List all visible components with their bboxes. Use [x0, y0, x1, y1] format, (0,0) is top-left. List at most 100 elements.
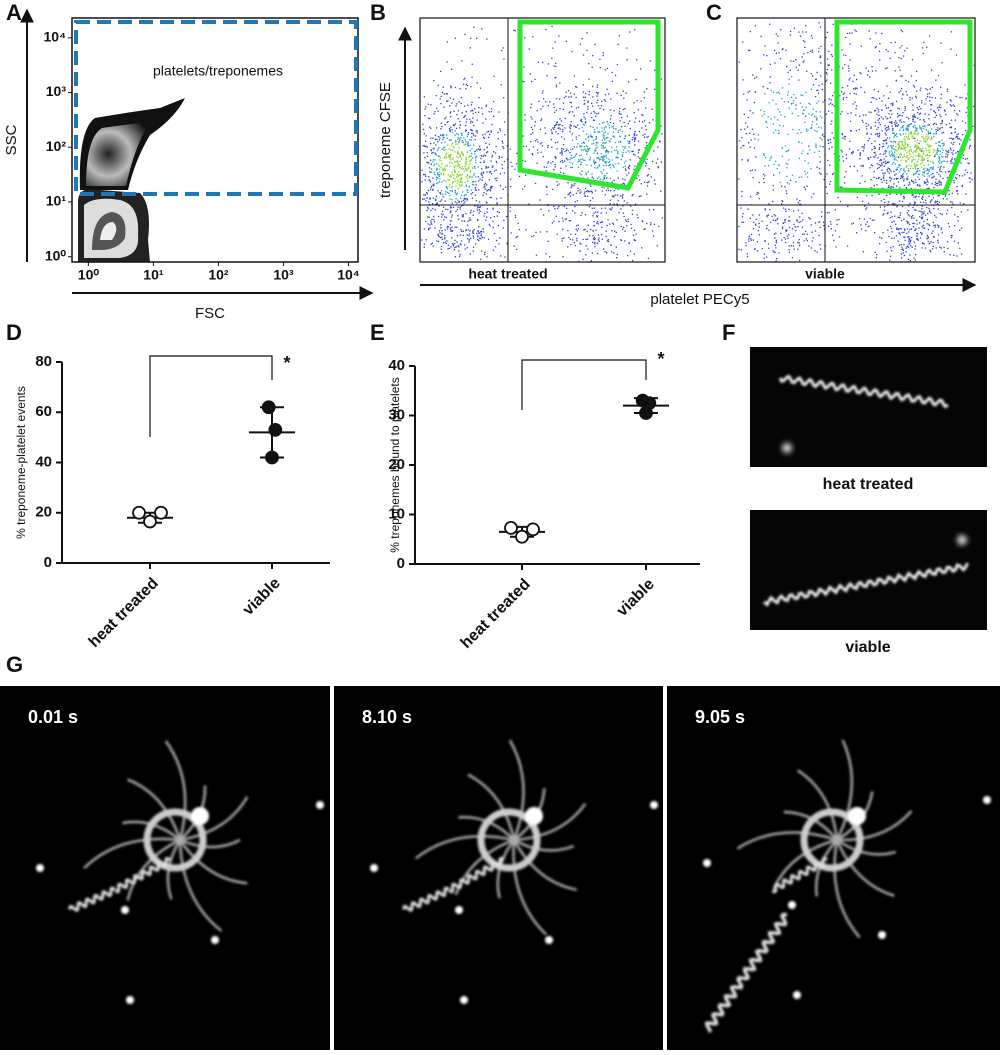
- dot: [448, 154, 450, 156]
- dot: [608, 161, 610, 164]
- dot: [774, 244, 776, 246]
- dot: [898, 145, 901, 147]
- dot: [972, 125, 974, 127]
- dot: [435, 198, 437, 200]
- dot: [960, 162, 962, 164]
- dot: [898, 108, 901, 110]
- dot: [574, 201, 576, 203]
- dot: [954, 214, 956, 216]
- dot: [753, 221, 755, 223]
- dot: [445, 154, 447, 156]
- dot: [904, 149, 906, 152]
- dot: [545, 253, 547, 255]
- dot: [907, 246, 910, 248]
- dot: [902, 130, 905, 132]
- dot: [424, 108, 426, 110]
- dot: [875, 32, 877, 34]
- dot: [565, 40, 567, 43]
- dot: [819, 111, 821, 113]
- dot: [569, 124, 571, 126]
- dot: [487, 166, 490, 168]
- dot: [938, 162, 941, 164]
- dot: [855, 87, 857, 89]
- dot: [898, 57, 900, 59]
- dot: [451, 230, 454, 232]
- dot: [741, 215, 744, 218]
- dot: [457, 161, 459, 163]
- dot: [463, 167, 465, 170]
- dot: [426, 192, 428, 194]
- dot: [892, 145, 894, 147]
- dot: [939, 141, 941, 143]
- dot: [495, 145, 497, 148]
- dot: [477, 176, 479, 178]
- dot: [463, 197, 465, 200]
- dot: [786, 175, 788, 178]
- dot: [571, 184, 573, 186]
- dot: [425, 220, 427, 223]
- dot: [455, 180, 457, 182]
- dot: [923, 164, 925, 166]
- dot: [751, 169, 753, 171]
- dot: [905, 79, 907, 82]
- dot: [425, 135, 427, 137]
- dot: [485, 104, 488, 106]
- dot: [476, 205, 479, 207]
- dot: [774, 220, 777, 222]
- dot: [606, 88, 608, 90]
- dot: [804, 46, 806, 48]
- dot: [602, 155, 604, 157]
- dot: [597, 92, 599, 94]
- dot: [484, 133, 486, 135]
- dot: [778, 164, 780, 166]
- dot: [427, 162, 429, 164]
- dot: [888, 145, 890, 147]
- dot: [901, 144, 903, 146]
- dot: [957, 133, 960, 135]
- spirochete: [114, 856, 171, 894]
- dot: [890, 155, 892, 157]
- dot: [923, 119, 925, 121]
- dot: [464, 139, 466, 141]
- dot: [629, 159, 631, 161]
- dot: [896, 133, 898, 135]
- dot: [628, 146, 630, 148]
- dot: [474, 150, 476, 152]
- dot: [923, 168, 925, 170]
- dot: [915, 172, 917, 174]
- dot: [443, 106, 445, 108]
- dot: [440, 245, 443, 248]
- particle: [545, 936, 553, 944]
- dot: [889, 57, 891, 60]
- dot: [587, 135, 590, 138]
- dot: [867, 157, 869, 159]
- dot: [451, 190, 453, 193]
- dot: [885, 48, 887, 51]
- dot: [812, 121, 814, 123]
- dot: [615, 194, 617, 196]
- y-tick-label: 0: [44, 554, 52, 571]
- dot: [931, 232, 933, 234]
- dot: [890, 103, 892, 105]
- dot: [815, 146, 817, 148]
- dot: [574, 212, 576, 214]
- dot: [428, 216, 430, 218]
- dot: [483, 160, 485, 162]
- dot: [589, 147, 591, 150]
- dot: [853, 165, 856, 167]
- dot: [941, 142, 943, 145]
- dot: [516, 248, 518, 250]
- dot: [486, 171, 488, 173]
- dot: [425, 140, 427, 142]
- dot: [891, 150, 893, 152]
- dot: [629, 120, 631, 122]
- dot: [618, 113, 621, 115]
- dot: [430, 187, 432, 189]
- dot: [900, 57, 902, 60]
- spirochete: [448, 856, 505, 894]
- dot: [943, 142, 945, 144]
- dot: [625, 160, 627, 162]
- dot: [812, 113, 814, 115]
- dot: [961, 227, 963, 229]
- dot: [907, 134, 910, 136]
